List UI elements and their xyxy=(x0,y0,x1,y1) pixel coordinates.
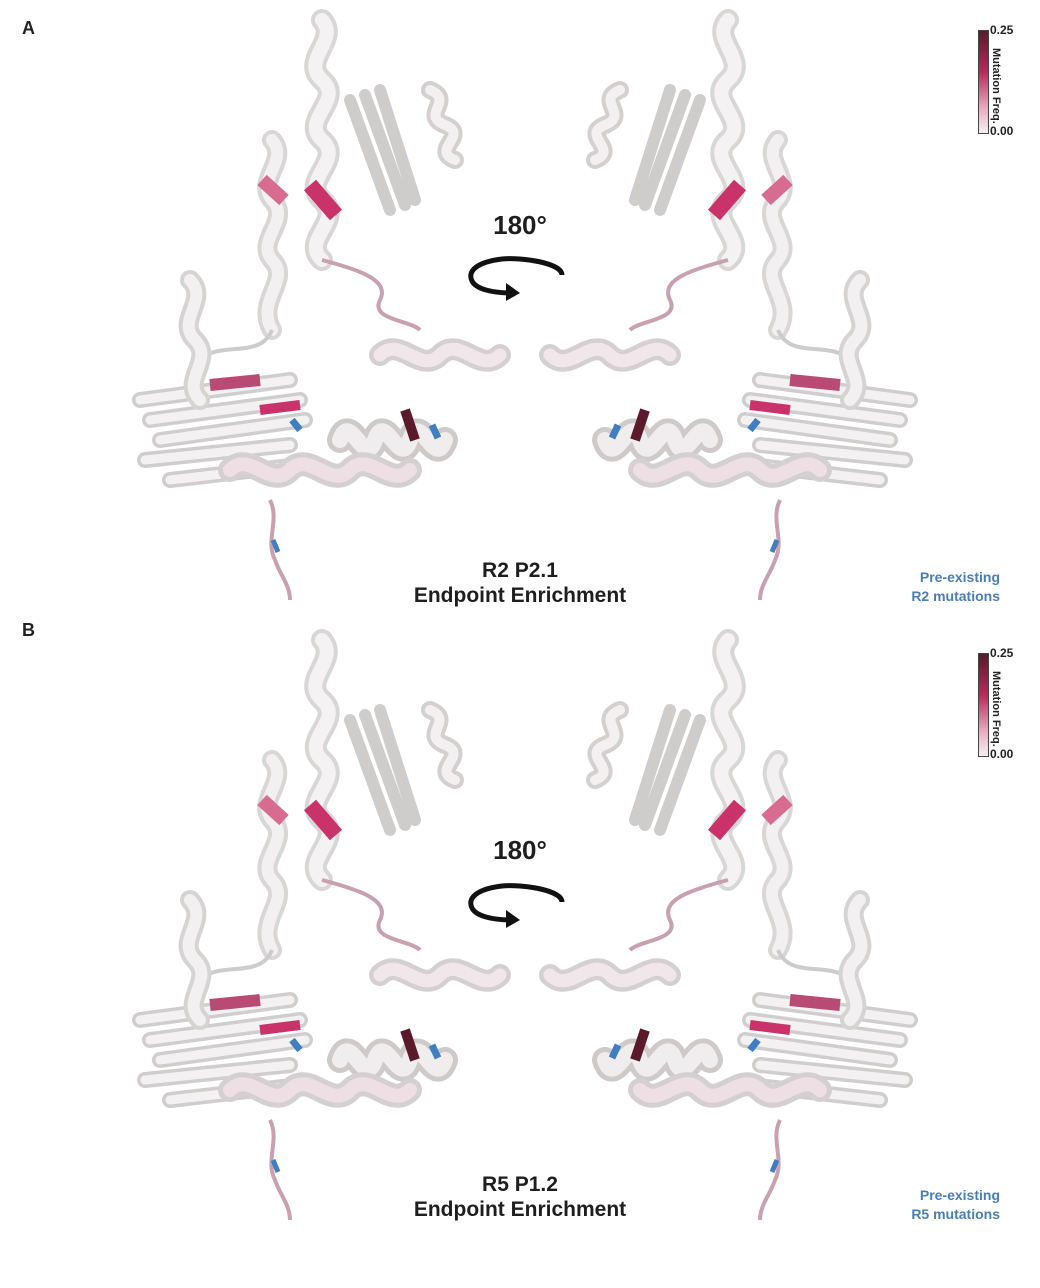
panel-letter: B xyxy=(22,620,35,640)
note-line1: Pre-existing xyxy=(919,569,1000,585)
color-scale-bar xyxy=(978,30,989,134)
protein-cartoon-right-icon xyxy=(520,620,990,1230)
panel-b: B 180° R5 P1.2 Endpoint Enrichment Pre-e… xyxy=(0,620,1040,1240)
scale-max: 0.25 xyxy=(990,23,1014,37)
scale-label: Mutation Freq. xyxy=(990,671,1002,747)
rotation-label: 180° xyxy=(493,210,547,240)
scale-label: Mutation Freq. xyxy=(990,48,1002,124)
title-line1: R2 P2.1 xyxy=(482,559,558,582)
scale-max: 0.25 xyxy=(990,646,1014,660)
title-line2: Endpoint Enrichment xyxy=(413,1198,627,1221)
preexisting-note: Pre-existing R5 mutations xyxy=(880,1186,1000,1224)
panel-a: A 180° R2 P2.1 Endpoint Enrichment Pre-e… xyxy=(0,0,1040,620)
protein-cartoon-left-icon xyxy=(60,620,530,1230)
note-line1: Pre-existing xyxy=(919,1187,1000,1203)
color-scale: 0.25 0.00 Mutation Freq. xyxy=(978,646,1038,763)
panel-title: R2 P2.1 Endpoint Enrichment xyxy=(360,558,680,608)
panel-letter: A xyxy=(22,18,35,38)
panel-title: R5 P1.2 Endpoint Enrichment xyxy=(360,1172,680,1222)
preexisting-note: Pre-existing R2 mutations xyxy=(880,568,1000,606)
title-line2: Endpoint Enrichment xyxy=(413,584,627,607)
note-line2: R2 mutations xyxy=(911,588,1000,604)
color-scale: 0.25 0.00 Mutation Freq. xyxy=(978,23,1038,140)
rotation-arrow-icon xyxy=(468,883,565,928)
scale-min: 0.00 xyxy=(990,747,1014,761)
protein-cartoon-left-icon xyxy=(60,0,530,610)
color-scale-bar xyxy=(978,653,989,757)
rotation-label: 180° xyxy=(493,835,547,865)
title-line1: R5 P1.2 xyxy=(482,1173,558,1196)
note-line2: R5 mutations xyxy=(911,1206,1000,1222)
protein-cartoon-right-icon xyxy=(520,0,990,610)
rotation-arrow-icon xyxy=(468,256,565,301)
scale-min: 0.00 xyxy=(990,124,1014,138)
